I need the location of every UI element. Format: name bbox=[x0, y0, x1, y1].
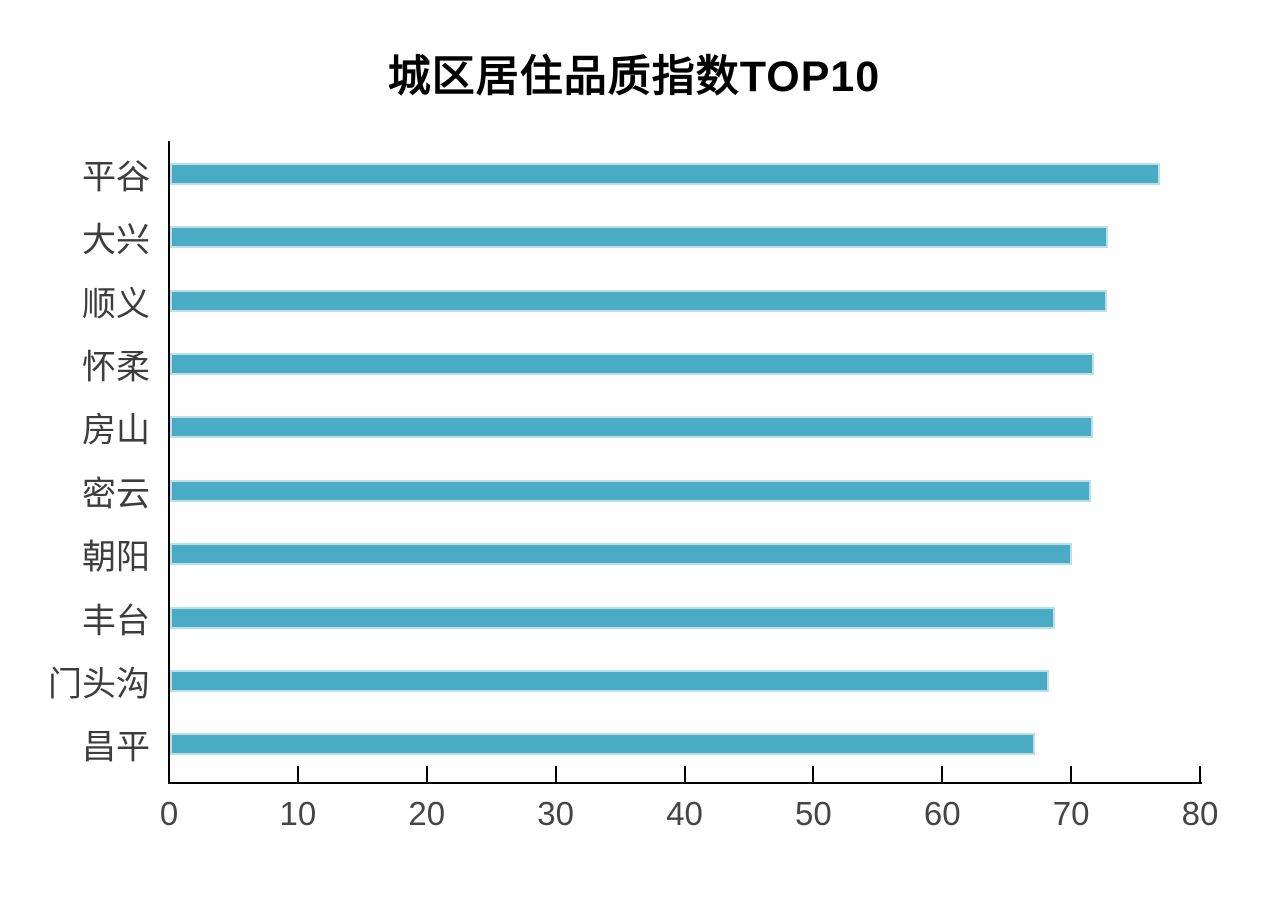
x-tick bbox=[941, 766, 944, 782]
category-label: 大兴 bbox=[82, 221, 150, 260]
bar bbox=[170, 289, 1107, 312]
bar bbox=[170, 606, 1056, 629]
x-tick bbox=[554, 766, 557, 782]
x-tick-label: 60 bbox=[923, 795, 961, 832]
x-tick-label: 0 bbox=[159, 795, 179, 832]
category-label: 怀柔 bbox=[82, 348, 150, 387]
x-tick bbox=[1070, 766, 1073, 782]
category-label: 丰台 bbox=[82, 602, 150, 640]
x-tick-label: 80 bbox=[1181, 795, 1219, 832]
bar bbox=[170, 669, 1049, 692]
x-tick-label: 40 bbox=[666, 795, 703, 832]
x-tick bbox=[1199, 766, 1201, 782]
bar bbox=[170, 226, 1109, 249]
chart-title: 城区居住品质指数TOP10 bbox=[387, 53, 881, 101]
category-label: 密云 bbox=[82, 475, 150, 514]
x-axis-line bbox=[168, 782, 1202, 784]
bar bbox=[170, 479, 1092, 502]
category-label: 朝阳 bbox=[82, 538, 150, 577]
bar bbox=[170, 352, 1095, 375]
y-axis-line bbox=[168, 141, 170, 784]
category-label: 顺义 bbox=[82, 285, 150, 323]
x-tick-label: 10 bbox=[279, 795, 317, 832]
bar bbox=[170, 162, 1160, 185]
x-tick bbox=[296, 766, 299, 782]
category-label: 门头沟 bbox=[48, 665, 150, 704]
category-label: 平谷 bbox=[82, 158, 150, 197]
x-tick-label: 50 bbox=[795, 795, 832, 832]
x-tick bbox=[425, 766, 428, 782]
x-tick bbox=[812, 766, 815, 782]
x-tick bbox=[683, 766, 686, 782]
category-label: 房山 bbox=[82, 411, 150, 450]
x-tick-label: 20 bbox=[408, 795, 446, 832]
x-tick-label: 30 bbox=[537, 795, 574, 832]
category-label: 昌平 bbox=[82, 728, 150, 767]
x-tick bbox=[168, 766, 170, 782]
x-tick-label: 70 bbox=[1052, 795, 1090, 832]
bar bbox=[170, 543, 1073, 566]
bar bbox=[170, 416, 1093, 439]
bar bbox=[170, 733, 1035, 756]
